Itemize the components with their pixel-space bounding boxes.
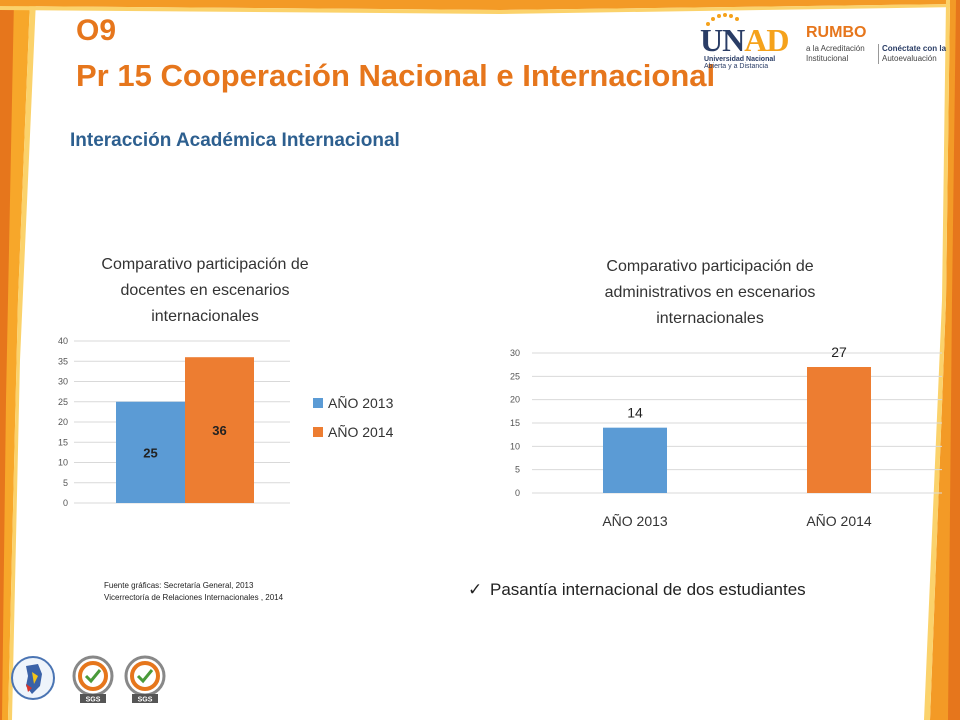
x-category-label: AÑO 2013 [602, 513, 668, 529]
chart2-title: Comparativo participación de administrat… [560, 254, 860, 332]
x-category-label: AÑO 2014 [806, 513, 872, 529]
unad-wordmark: UNAD [700, 22, 789, 58]
unad-dots-icon [706, 13, 739, 26]
bar-value-label: 25 [143, 445, 157, 460]
bullet-text: Pasantía internacional de dos estudiante… [490, 580, 806, 599]
bar-value-label: 36 [212, 423, 226, 438]
y-tick-label: 25 [510, 371, 520, 381]
bar-año-2014 [807, 367, 871, 493]
y-tick-label: 15 [58, 437, 68, 447]
bar-año-2014 [185, 357, 254, 503]
chart1-title-line: internacionales [151, 308, 259, 325]
unad-line1: Universidad Nacional [704, 56, 776, 63]
chart-source-note: Fuente gráficas: Secretaría General, 201… [104, 580, 283, 604]
y-tick-label: 25 [58, 397, 68, 407]
checkmark-icon: ✓ [468, 580, 483, 599]
orange-frame-left [0, 0, 36, 720]
legend-label: AÑO 2014 [328, 424, 394, 440]
bar-value-label: 27 [831, 344, 847, 360]
y-tick-label: 10 [58, 458, 68, 468]
source-line2: Vicerrectoría de Relaciones Internaciona… [104, 593, 284, 602]
cert-label: SGS [138, 697, 153, 704]
bar-año-2013 [116, 401, 185, 503]
rumbo-divider [878, 44, 879, 64]
rumbo-line1: a la Acreditación [806, 44, 865, 53]
rumbo-logo: RUMBO a la Acreditación Institucional Co… [806, 24, 956, 66]
rumbo-wordmark: RUMBO [806, 24, 867, 41]
legend-swatch [313, 427, 323, 437]
slide-title: Pr 15 Cooperación Nacional e Internacion… [76, 58, 716, 93]
bar-value-label: 14 [627, 405, 643, 421]
bar-año-2013 [603, 427, 667, 493]
y-tick-label: 20 [58, 417, 68, 427]
colombia-seal-icon [11, 656, 55, 700]
y-tick-label: 30 [58, 377, 68, 387]
certification-seal-icon: SGS [72, 655, 114, 704]
chart2-title-line: Comparativo participación de [606, 258, 814, 275]
chart2-title-line: internacionales [656, 310, 764, 327]
y-tick-label: 30 [510, 348, 520, 358]
rumbo-line2: Institucional [806, 54, 849, 63]
unad-logo: UNAD Universidad Nacional Abierta y a Di… [700, 12, 800, 70]
orange-frame-top [0, 0, 960, 14]
orange-frame-right [924, 0, 960, 720]
y-tick-label: 0 [515, 488, 520, 498]
chart1-title-line: Comparativo participación de [101, 256, 309, 273]
cert-label: SGS [86, 697, 101, 704]
legend-label: AÑO 2013 [328, 395, 394, 411]
y-tick-label: 10 [510, 441, 520, 451]
certification-seal-icon: SGS [124, 655, 166, 704]
bullet-item: ✓ Pasantía internacional de dos estudiant… [468, 578, 806, 602]
rumbo-line3: Conéctate con la [882, 44, 947, 53]
source-line1: Fuente gráficas: Secretaría General, 201… [104, 581, 254, 590]
y-tick-label: 5 [515, 465, 520, 475]
chart2-title-line: administrativos en escenarios [604, 284, 816, 301]
rumbo-line4: Autoevaluación [882, 54, 937, 63]
y-tick-label: 15 [510, 418, 520, 428]
y-tick-label: 20 [510, 395, 520, 405]
unad-line2: Abierta y a Distancia [704, 63, 769, 70]
chart1-title: Comparativo participación de docentes en… [70, 252, 340, 330]
slide-subtitle: Interacción Académica Internacional [70, 130, 400, 151]
y-tick-label: 40 [58, 336, 68, 346]
y-tick-label: 5 [63, 478, 68, 488]
slide-code: O9 [76, 14, 117, 47]
y-tick-label: 0 [63, 498, 68, 508]
chart1-title-line: docentes en escenarios [120, 282, 290, 299]
legend-swatch [313, 398, 323, 408]
y-tick-label: 35 [58, 356, 68, 366]
